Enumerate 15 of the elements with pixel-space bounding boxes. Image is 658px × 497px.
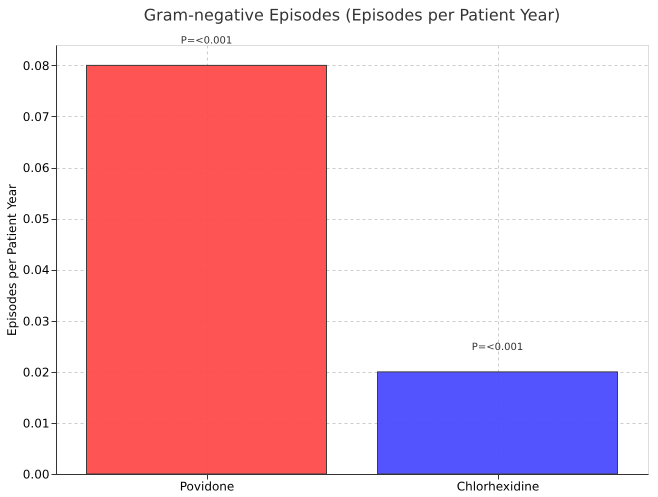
annotation: P=<0.001 — [180, 35, 232, 46]
x-tick-label: Povidone — [180, 480, 234, 494]
y-axis-title: Episodes per Patient Year — [4, 184, 19, 336]
chart-title: Gram-negative Episodes (Episodes per Patient Year) — [144, 5, 560, 24]
y-tick-label: 0.03 — [22, 314, 50, 328]
y-tick-label: 0.05 — [22, 212, 50, 226]
y-tick-label: 0.02 — [22, 365, 50, 380]
annotation: P=<0.001 — [472, 342, 524, 353]
x-tick-label: Chlorhexidine — [456, 480, 540, 494]
y-tick-label: 0.07 — [22, 110, 50, 124]
y-tick-label: 0.00 — [22, 468, 50, 482]
y-tick-label: 0.01 — [22, 416, 50, 430]
y-tick-label: 0.04 — [22, 263, 50, 278]
y-tick-label: 0.08 — [22, 58, 50, 73]
y-tick-label: 0.06 — [22, 161, 50, 176]
